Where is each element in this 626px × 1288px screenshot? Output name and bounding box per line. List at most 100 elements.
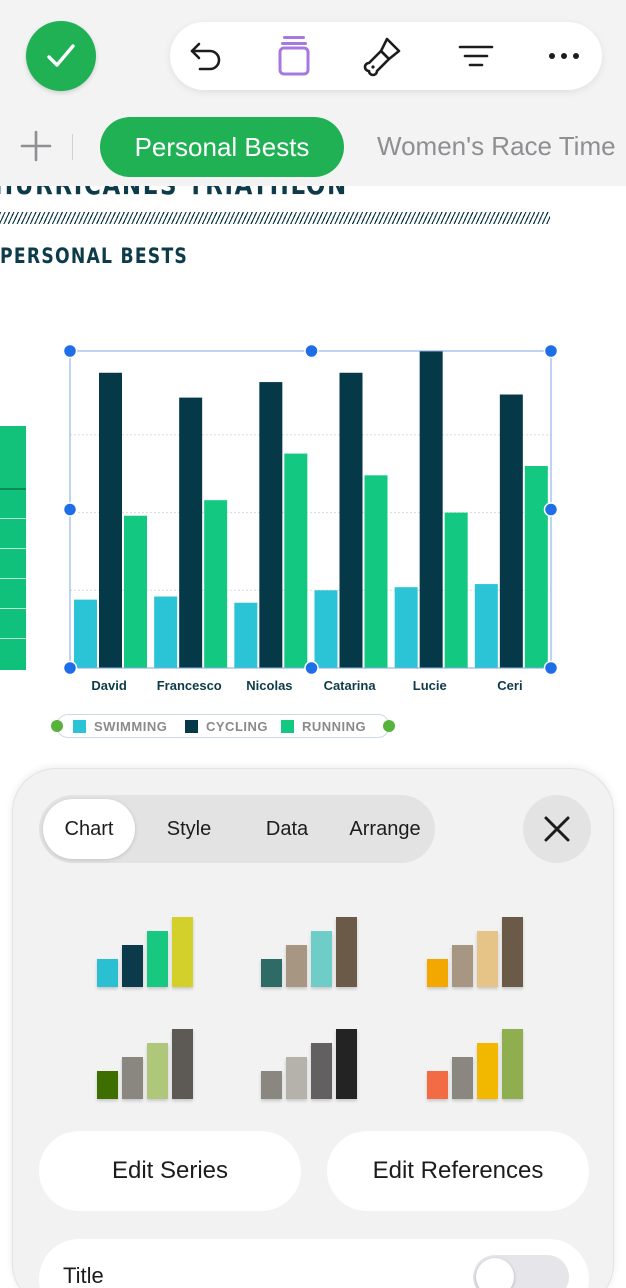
segment-style[interactable]: Style (166, 817, 212, 840)
bar-running-nicolas (284, 453, 308, 668)
title-toggle[interactable] (473, 1255, 569, 1288)
close-button[interactable] (523, 795, 591, 863)
bar-cycling-nicolas (259, 382, 283, 668)
style-bar (427, 1071, 448, 1099)
title-row-label: Title (63, 1263, 104, 1288)
style-bar (286, 945, 307, 987)
shapes-button[interactable] (272, 34, 316, 78)
shapes-icon (278, 36, 310, 76)
partial-table[interactable] (0, 426, 26, 670)
bar-running-catarina (364, 475, 388, 668)
close-icon (544, 816, 570, 842)
bar-cycling-francesco (179, 397, 203, 668)
chart-legend[interactable]: SWIMMING CYCLING RUNNING (51, 714, 395, 738)
tab-personal-bests[interactable]: Personal Bests (100, 117, 344, 177)
organize-icon (458, 45, 494, 67)
chart-style-option-3[interactable] (427, 907, 537, 987)
chart-style-option-6[interactable] (427, 1019, 537, 1099)
category-label: Nicolas (246, 678, 292, 693)
format-brush-icon (363, 37, 401, 77)
segment-data[interactable]: Data (265, 817, 309, 840)
table-row-line (0, 608, 26, 609)
bar-cycling-david (99, 372, 122, 668)
bar-swimming-catarina (314, 590, 338, 668)
legend-swatch (281, 720, 294, 733)
style-bar (172, 1029, 193, 1099)
style-bar (311, 931, 332, 987)
tab-womens-race-time[interactable]: Women's Race Time (377, 131, 616, 161)
add-sheet-button[interactable] (18, 128, 54, 164)
resize-handle[interactable] (543, 502, 559, 517)
bar-swimming-francesco (154, 596, 178, 668)
style-bar (97, 959, 118, 987)
bar-running-francesco (204, 500, 228, 668)
style-bar (427, 959, 448, 987)
table-row-line (0, 638, 26, 639)
bar-chart[interactable]: David Francesco Nicolas Catarina Lucie Ceri (0, 330, 626, 700)
format-button[interactable] (362, 34, 406, 78)
legend-item-cycling: CYCLING (185, 719, 268, 734)
resize-handle[interactable] (304, 660, 319, 676)
edit-references-button[interactable]: Edit References (327, 1131, 589, 1211)
style-bar (122, 1057, 143, 1099)
bar-cycling-lucie (419, 351, 443, 668)
title-row: Title (39, 1239, 589, 1288)
chart-style-option-4[interactable] (97, 1019, 207, 1099)
organize-button[interactable] (454, 34, 498, 78)
style-bar (261, 959, 282, 987)
resize-handle[interactable] (304, 343, 319, 359)
legend-handle-left[interactable] (51, 720, 63, 732)
undo-icon (190, 42, 221, 71)
category-label: Catarina (324, 678, 377, 693)
table-row-line (0, 548, 26, 549)
table-header (0, 426, 26, 488)
bar-swimming-ceri (474, 584, 498, 668)
resize-handle[interactable] (62, 343, 78, 359)
category-label: Francesco (157, 678, 222, 693)
chart-style-option-2[interactable] (261, 907, 371, 987)
chart-style-option-5[interactable] (261, 1019, 371, 1099)
bar-swimming-david (74, 599, 97, 668)
legend-swatch (185, 720, 198, 733)
resize-handle[interactable] (543, 660, 559, 676)
style-bar (452, 1057, 473, 1099)
category-label: David (91, 678, 126, 693)
legend-item-running: RUNNING (281, 719, 366, 734)
segment-arrange[interactable]: Arrange (349, 817, 421, 840)
legend-label: RUNNING (302, 719, 367, 734)
resize-handle[interactable] (62, 502, 78, 517)
toolbar-pill (170, 22, 602, 90)
edit-series-button[interactable]: Edit Series (39, 1131, 301, 1211)
category-label: Lucie (413, 678, 447, 693)
chart-category-labels: David Francesco Nicolas Catarina Lucie Ceri (91, 678, 522, 693)
format-panel: Chart Style Data Arrange Edit Series Edi… (12, 768, 614, 1288)
style-bar (147, 931, 168, 987)
bar-swimming-lucie (394, 587, 418, 668)
legend-item-swimming: SWIMMING (73, 719, 167, 734)
category-label: Ceri (497, 678, 522, 693)
toggle-knob (476, 1258, 514, 1288)
undo-button[interactable] (184, 34, 228, 78)
legend-handle-right[interactable] (383, 720, 395, 732)
chart-style-option-1[interactable] (97, 907, 207, 987)
resize-handle[interactable] (62, 660, 78, 676)
style-bar (311, 1043, 332, 1099)
style-bar (122, 945, 143, 987)
bar-cycling-catarina (339, 372, 363, 668)
bar-running-ceri (524, 465, 548, 668)
bar-swimming-nicolas (234, 602, 258, 668)
title-rule (0, 212, 550, 224)
more-icon (549, 53, 579, 59)
resize-handle[interactable] (543, 343, 559, 359)
done-button[interactable] (26, 21, 96, 91)
style-bar (97, 1071, 118, 1099)
format-segmented-control: Chart Style Data Arrange (39, 795, 435, 863)
style-bar (477, 931, 498, 987)
legend-swatch (73, 720, 86, 733)
bar-running-lucie (444, 512, 468, 668)
more-button[interactable] (542, 34, 586, 78)
table-row-line (0, 518, 26, 519)
segment-chart[interactable]: Chart (43, 799, 135, 859)
selection-frame[interactable] (62, 343, 559, 676)
